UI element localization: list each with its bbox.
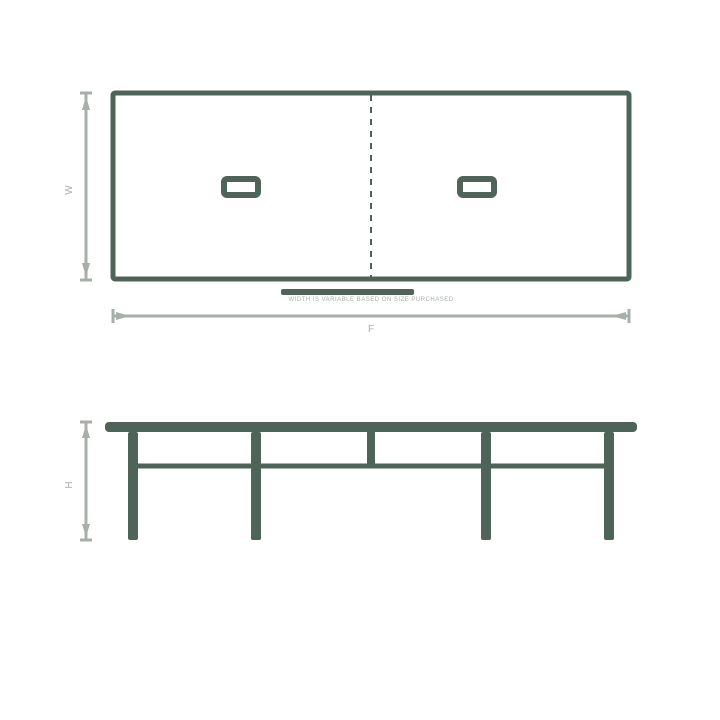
leg-2: [251, 432, 261, 540]
dim-width-label: W: [64, 185, 75, 195]
center-post: [367, 422, 375, 466]
canvas-bg: [0, 0, 720, 720]
leg-4: [604, 432, 614, 540]
dim-height-label: H: [64, 481, 75, 488]
fold-bar: [281, 289, 414, 295]
leg-1: [128, 432, 138, 540]
dim-length-note: WIDTH IS VARIABLE BASED ON SIZE PURCHASE…: [288, 297, 453, 303]
dim-length-label: F: [368, 324, 374, 335]
leg-3: [481, 432, 491, 540]
